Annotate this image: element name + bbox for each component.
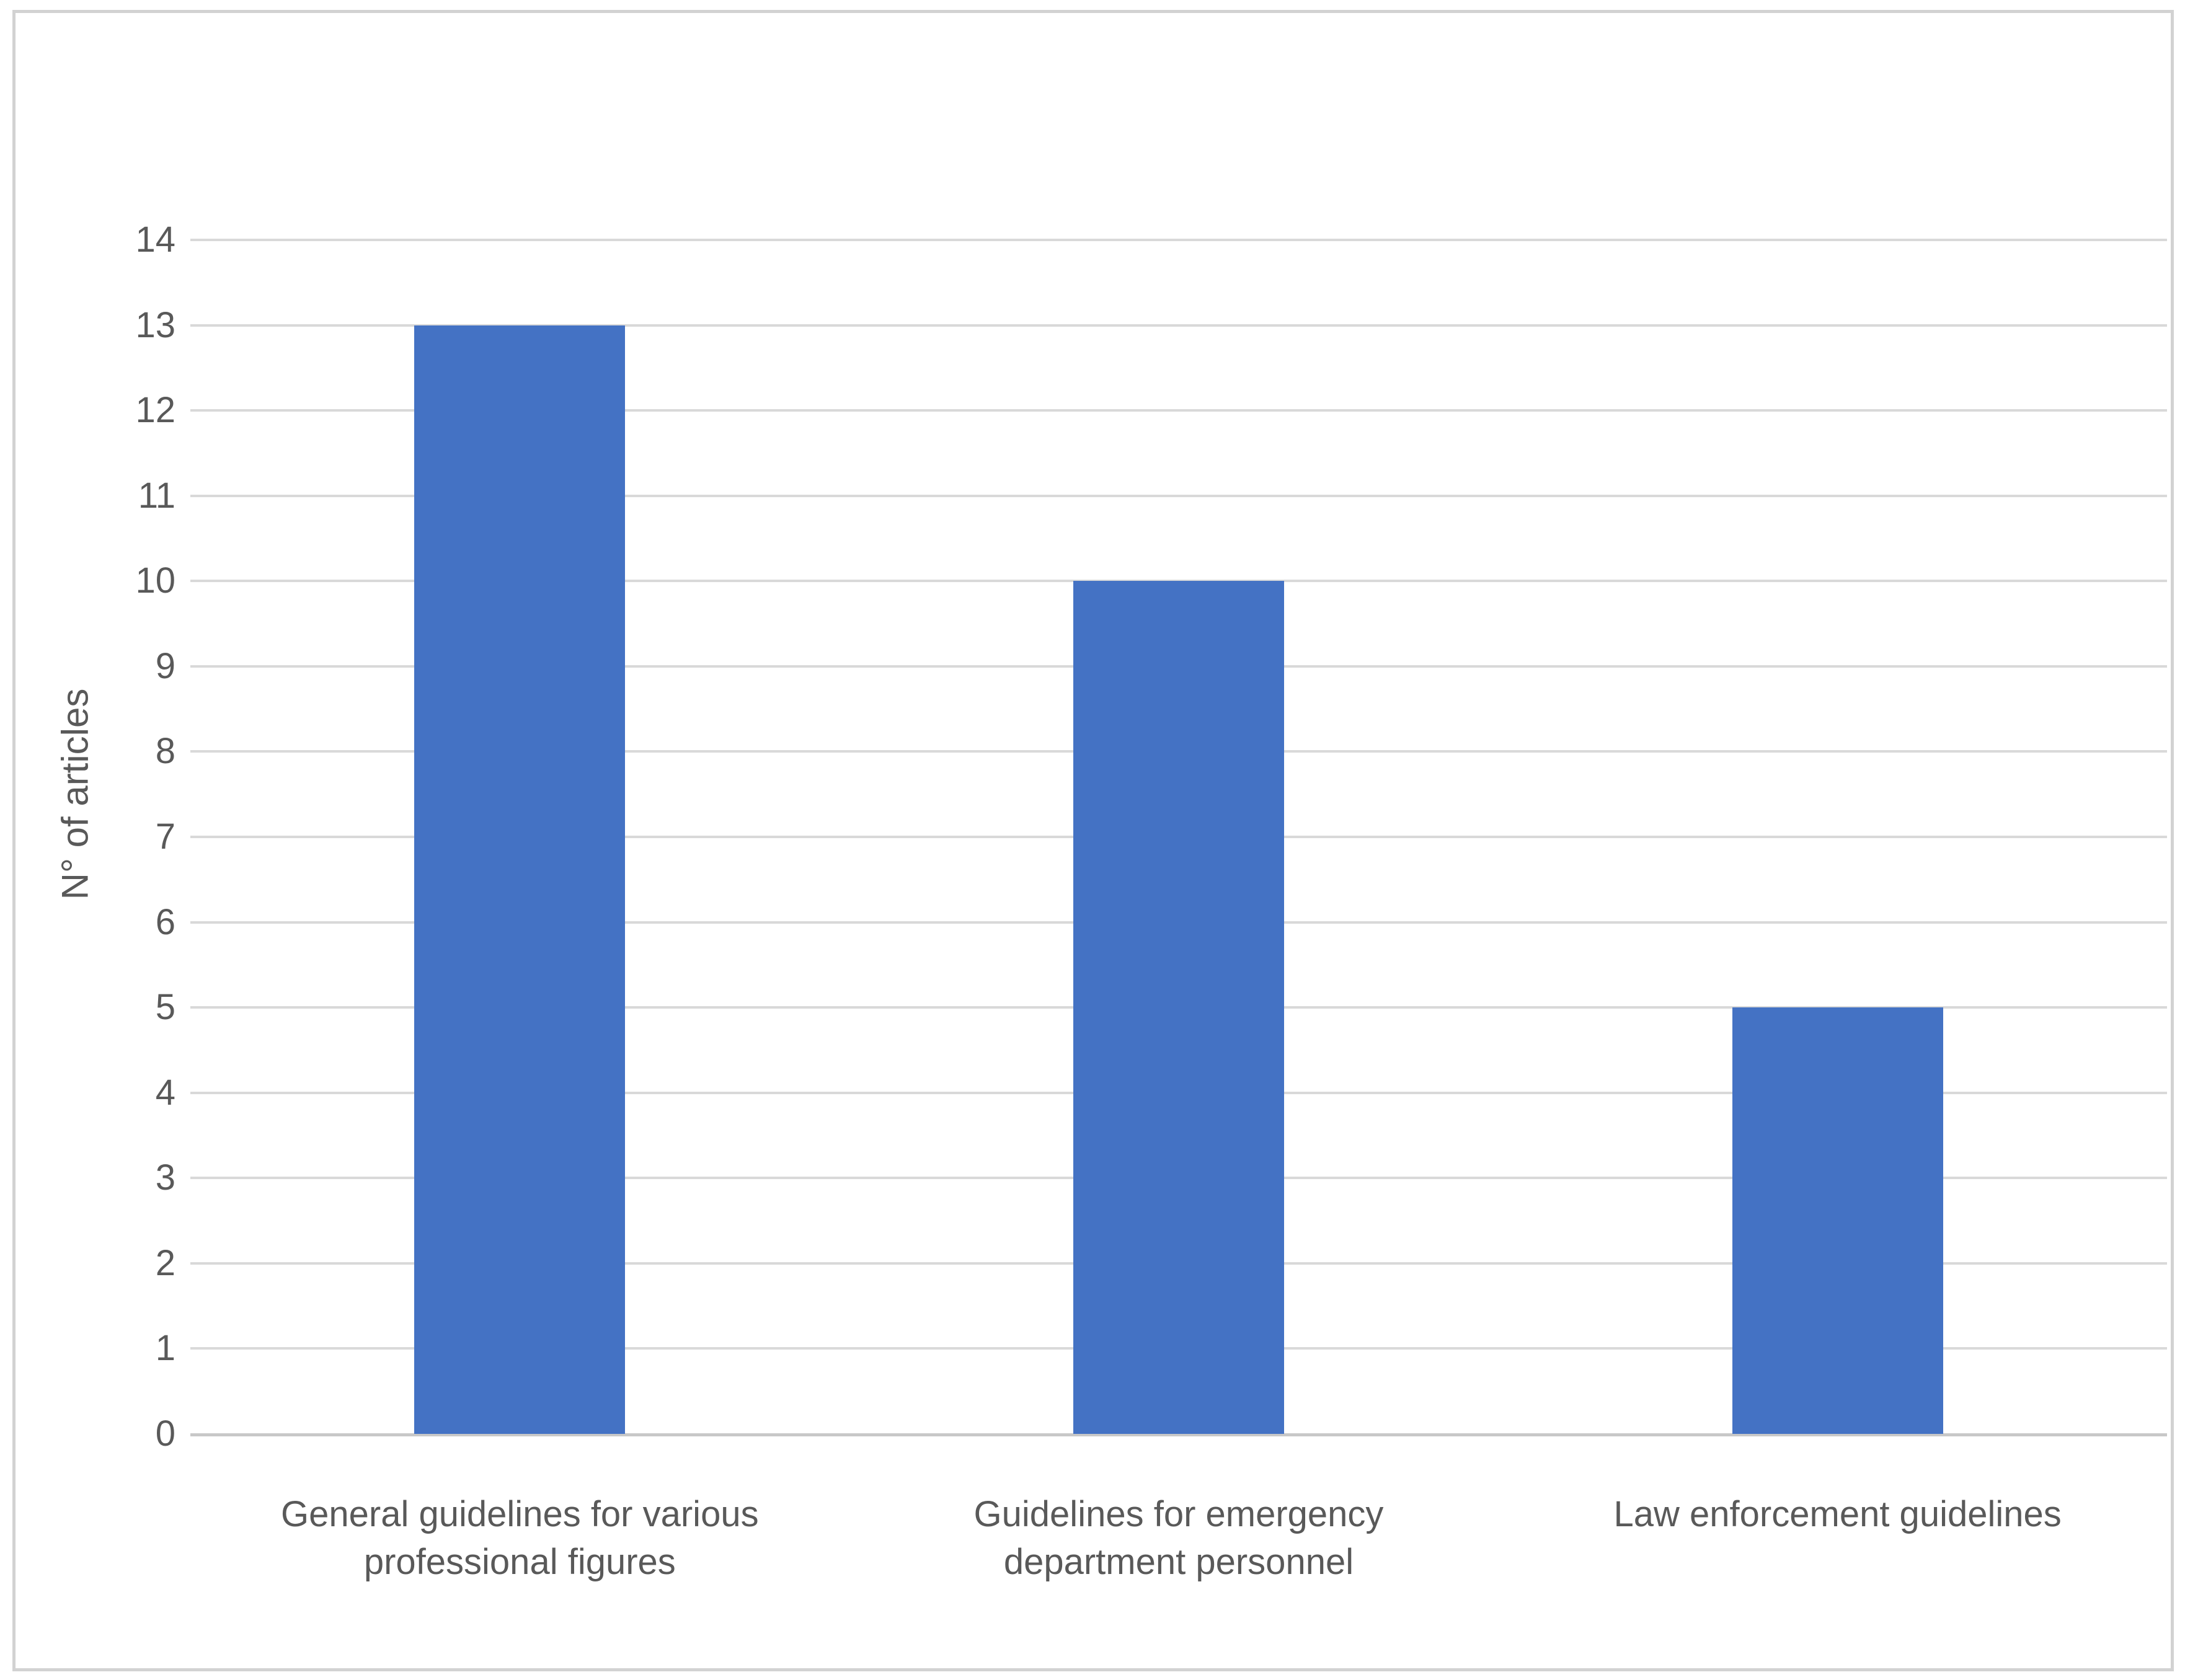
chart-frame: 0 1 2 3 4 5 6 7 8 9 10 11 12 13 14 General guidelines …	[12, 10, 2174, 1671]
category-label: Law enforcement guidelines	[1508, 1490, 2167, 1538]
y-tick-label: 11	[138, 475, 175, 516]
gridline	[190, 1262, 2167, 1265]
gridline	[190, 580, 2167, 583]
bar	[414, 325, 626, 1434]
gridline	[190, 921, 2167, 924]
y-tick-label: 6	[155, 901, 175, 942]
y-axis-title: N° of articles	[54, 688, 96, 900]
y-tick-label: 0	[155, 1413, 175, 1454]
y-axis-labels-layer: 0 1 2 3 4 5 6 7 8 9 10 11 12 13 14	[16, 13, 2171, 1668]
y-tick-label: 2	[155, 1242, 175, 1283]
gridline	[190, 1347, 2167, 1350]
gridline	[190, 665, 2167, 668]
gridline	[190, 1006, 2167, 1009]
gridline	[190, 239, 2167, 241]
category-label: Guidelines for emergency department pers…	[849, 1490, 1509, 1586]
y-tick-label: 3	[155, 1157, 175, 1198]
category-label-text: Guidelines for emergency department pers…	[973, 1494, 1384, 1582]
y-tick-label: 8	[155, 731, 175, 772]
category-label-text: Law enforcement guidelines	[1613, 1494, 2062, 1534]
gridline	[190, 836, 2167, 838]
y-tick-label: 12	[135, 390, 175, 431]
bar	[1732, 1007, 1943, 1434]
gridlines-layer	[16, 13, 2171, 1668]
y-tick-label: 1	[155, 1328, 175, 1369]
bars-layer	[16, 13, 2171, 1668]
bar	[1073, 581, 1284, 1434]
gridline	[190, 494, 2167, 497]
gridline	[190, 324, 2167, 327]
gridline	[190, 750, 2167, 753]
y-tick-label: 13	[135, 304, 175, 345]
y-tick-label: 10	[135, 560, 175, 601]
y-tick-label: 4	[155, 1072, 175, 1113]
y-tick-label: 9	[155, 645, 175, 686]
gridline	[190, 1177, 2167, 1180]
x-axis-line	[190, 1433, 2167, 1436]
y-tick-label: 5	[155, 987, 175, 1028]
y-tick-label: 7	[155, 816, 175, 857]
gridline	[190, 409, 2167, 412]
category-label-text: General guidelines for various professio…	[281, 1494, 759, 1582]
gridline	[190, 1091, 2167, 1094]
category-label: General guidelines for various professio…	[190, 1490, 849, 1586]
y-tick-label: 14	[135, 219, 175, 260]
x-axis-labels-layer: General guidelines for various professio…	[16, 13, 2171, 1668]
